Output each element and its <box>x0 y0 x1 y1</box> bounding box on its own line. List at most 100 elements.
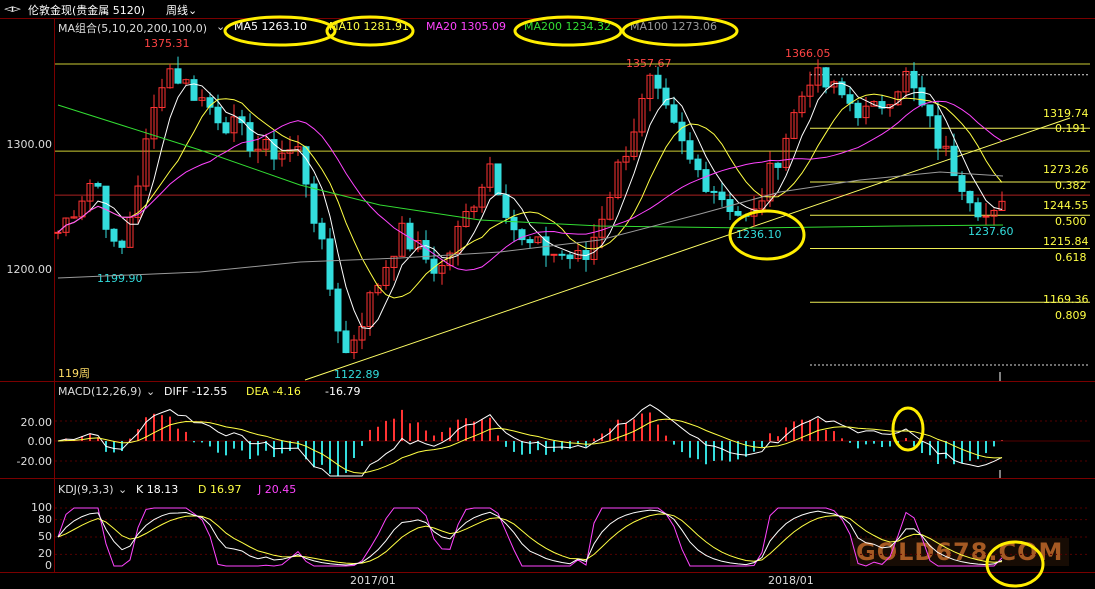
candle-body <box>638 97 646 133</box>
candle-body <box>942 145 950 149</box>
candle-body <box>254 148 262 152</box>
macd-y-tick-0: 0.00 <box>27 435 53 448</box>
ma5-value: MA5 1263.10 <box>234 20 307 33</box>
candle-body <box>326 238 334 290</box>
candle-body <box>774 162 782 168</box>
candle-body <box>790 112 798 139</box>
candle-body <box>678 121 686 142</box>
candle-body <box>270 139 278 160</box>
candle-body <box>278 152 286 160</box>
ma-combo-label: MA组合(5,10,20,200,100,0) <box>58 22 208 35</box>
candle-body <box>422 240 430 260</box>
candle-body <box>646 74 654 99</box>
candle-body <box>342 330 350 354</box>
candle-body <box>502 194 510 218</box>
separator-bottom <box>0 572 1095 573</box>
candle-body <box>150 106 158 140</box>
kdj-d: D 16.97 <box>198 483 242 496</box>
candle-body <box>606 196 614 220</box>
ma200-line <box>57 104 1004 229</box>
kdj-d-line <box>57 513 1003 565</box>
candle-body <box>534 236 542 244</box>
candle-body <box>430 258 438 274</box>
candle-body <box>350 339 358 354</box>
ma100-line <box>57 171 1004 279</box>
candle-body <box>518 229 526 241</box>
ma5-line <box>57 82 1003 330</box>
candle-body <box>318 222 326 240</box>
macd-diff-line <box>57 404 1003 477</box>
ma10-line <box>57 93 1003 299</box>
candle-body <box>230 116 238 134</box>
chevron-down-icon: ⌄ <box>188 4 198 17</box>
candle-body <box>494 163 502 196</box>
highlight-circle <box>325 15 415 47</box>
kdj-y-tick-50: 50 <box>38 530 52 543</box>
candle-body <box>854 102 862 119</box>
candle-body <box>366 292 374 328</box>
candle-body <box>598 218 606 238</box>
candle-body <box>166 68 174 89</box>
annotation-low-3: 1236.10 <box>736 228 782 241</box>
candle-body <box>462 211 470 227</box>
candle-body <box>654 74 662 89</box>
candle-body <box>798 95 806 114</box>
candle-body <box>998 200 1006 211</box>
candle-body <box>118 240 126 248</box>
candle-body <box>862 105 870 119</box>
fib-ratio-0809: 0.809 <box>1055 309 1087 322</box>
candle-body <box>910 70 918 89</box>
candle-body <box>182 79 190 84</box>
separator-kdj <box>0 478 1095 479</box>
window-arrows-icon[interactable]: ◅▻ <box>4 2 21 15</box>
candle-body <box>894 91 902 106</box>
y-tick-1300: 1300.00 <box>6 138 53 151</box>
x-tick-2017: 2017/01 <box>350 574 396 587</box>
highlight-circle-macd <box>891 406 925 452</box>
candle-body <box>758 200 766 210</box>
candle-body <box>86 183 94 202</box>
bar-count-label: 119周 <box>58 367 90 380</box>
annotation-high-3: 1366.05 <box>785 47 831 60</box>
candle-body <box>694 158 702 171</box>
candle-body <box>814 67 822 86</box>
candle-body <box>822 67 830 88</box>
macd-diff: DIFF -12.55 <box>164 385 228 398</box>
candle-body <box>382 266 390 286</box>
candle-body <box>102 185 110 230</box>
fib-price-0618: 1215.84 <box>1043 235 1089 248</box>
separator-macd <box>0 381 1095 382</box>
candle-body <box>334 288 342 332</box>
candle-body <box>958 175 966 192</box>
period-selector[interactable]: 周线⌄ <box>166 2 197 18</box>
kdj-y-tick-100: 100 <box>31 501 52 514</box>
candle-body <box>934 115 942 149</box>
candle-body <box>94 183 102 187</box>
fib-price-0809: 1169.36 <box>1043 293 1089 306</box>
macd-label: MACD(12,26,9) <box>58 385 142 398</box>
candle-body <box>670 104 678 123</box>
macd-dea-line <box>57 418 1003 474</box>
candle-body <box>54 231 62 234</box>
candle-body <box>870 101 878 107</box>
candle-body <box>206 97 214 108</box>
fib-ratio-0618: 0.618 <box>1055 251 1087 264</box>
candle-body <box>686 140 694 160</box>
candle-body <box>982 215 990 218</box>
candle-body <box>918 87 926 106</box>
candle-body <box>510 216 518 231</box>
candle-body <box>262 139 270 150</box>
ma200-value: MA200 1234.32 <box>524 20 611 33</box>
candle-body <box>214 106 222 124</box>
kdj-j-line <box>57 507 1003 567</box>
candle-body <box>974 202 982 218</box>
candle-body <box>398 222 406 257</box>
candle-body <box>134 185 142 218</box>
chevron-down-icon: ⌄ <box>146 385 156 398</box>
candle-body <box>190 79 198 101</box>
ma10-value: MA10 1281.91 <box>329 20 409 33</box>
kdj-y-tick-80: 80 <box>38 513 52 526</box>
candle-body <box>718 191 726 201</box>
top-bar: ◅▻ 伦敦金现(贵金属 5120) 周线⌄ <box>0 0 1095 18</box>
